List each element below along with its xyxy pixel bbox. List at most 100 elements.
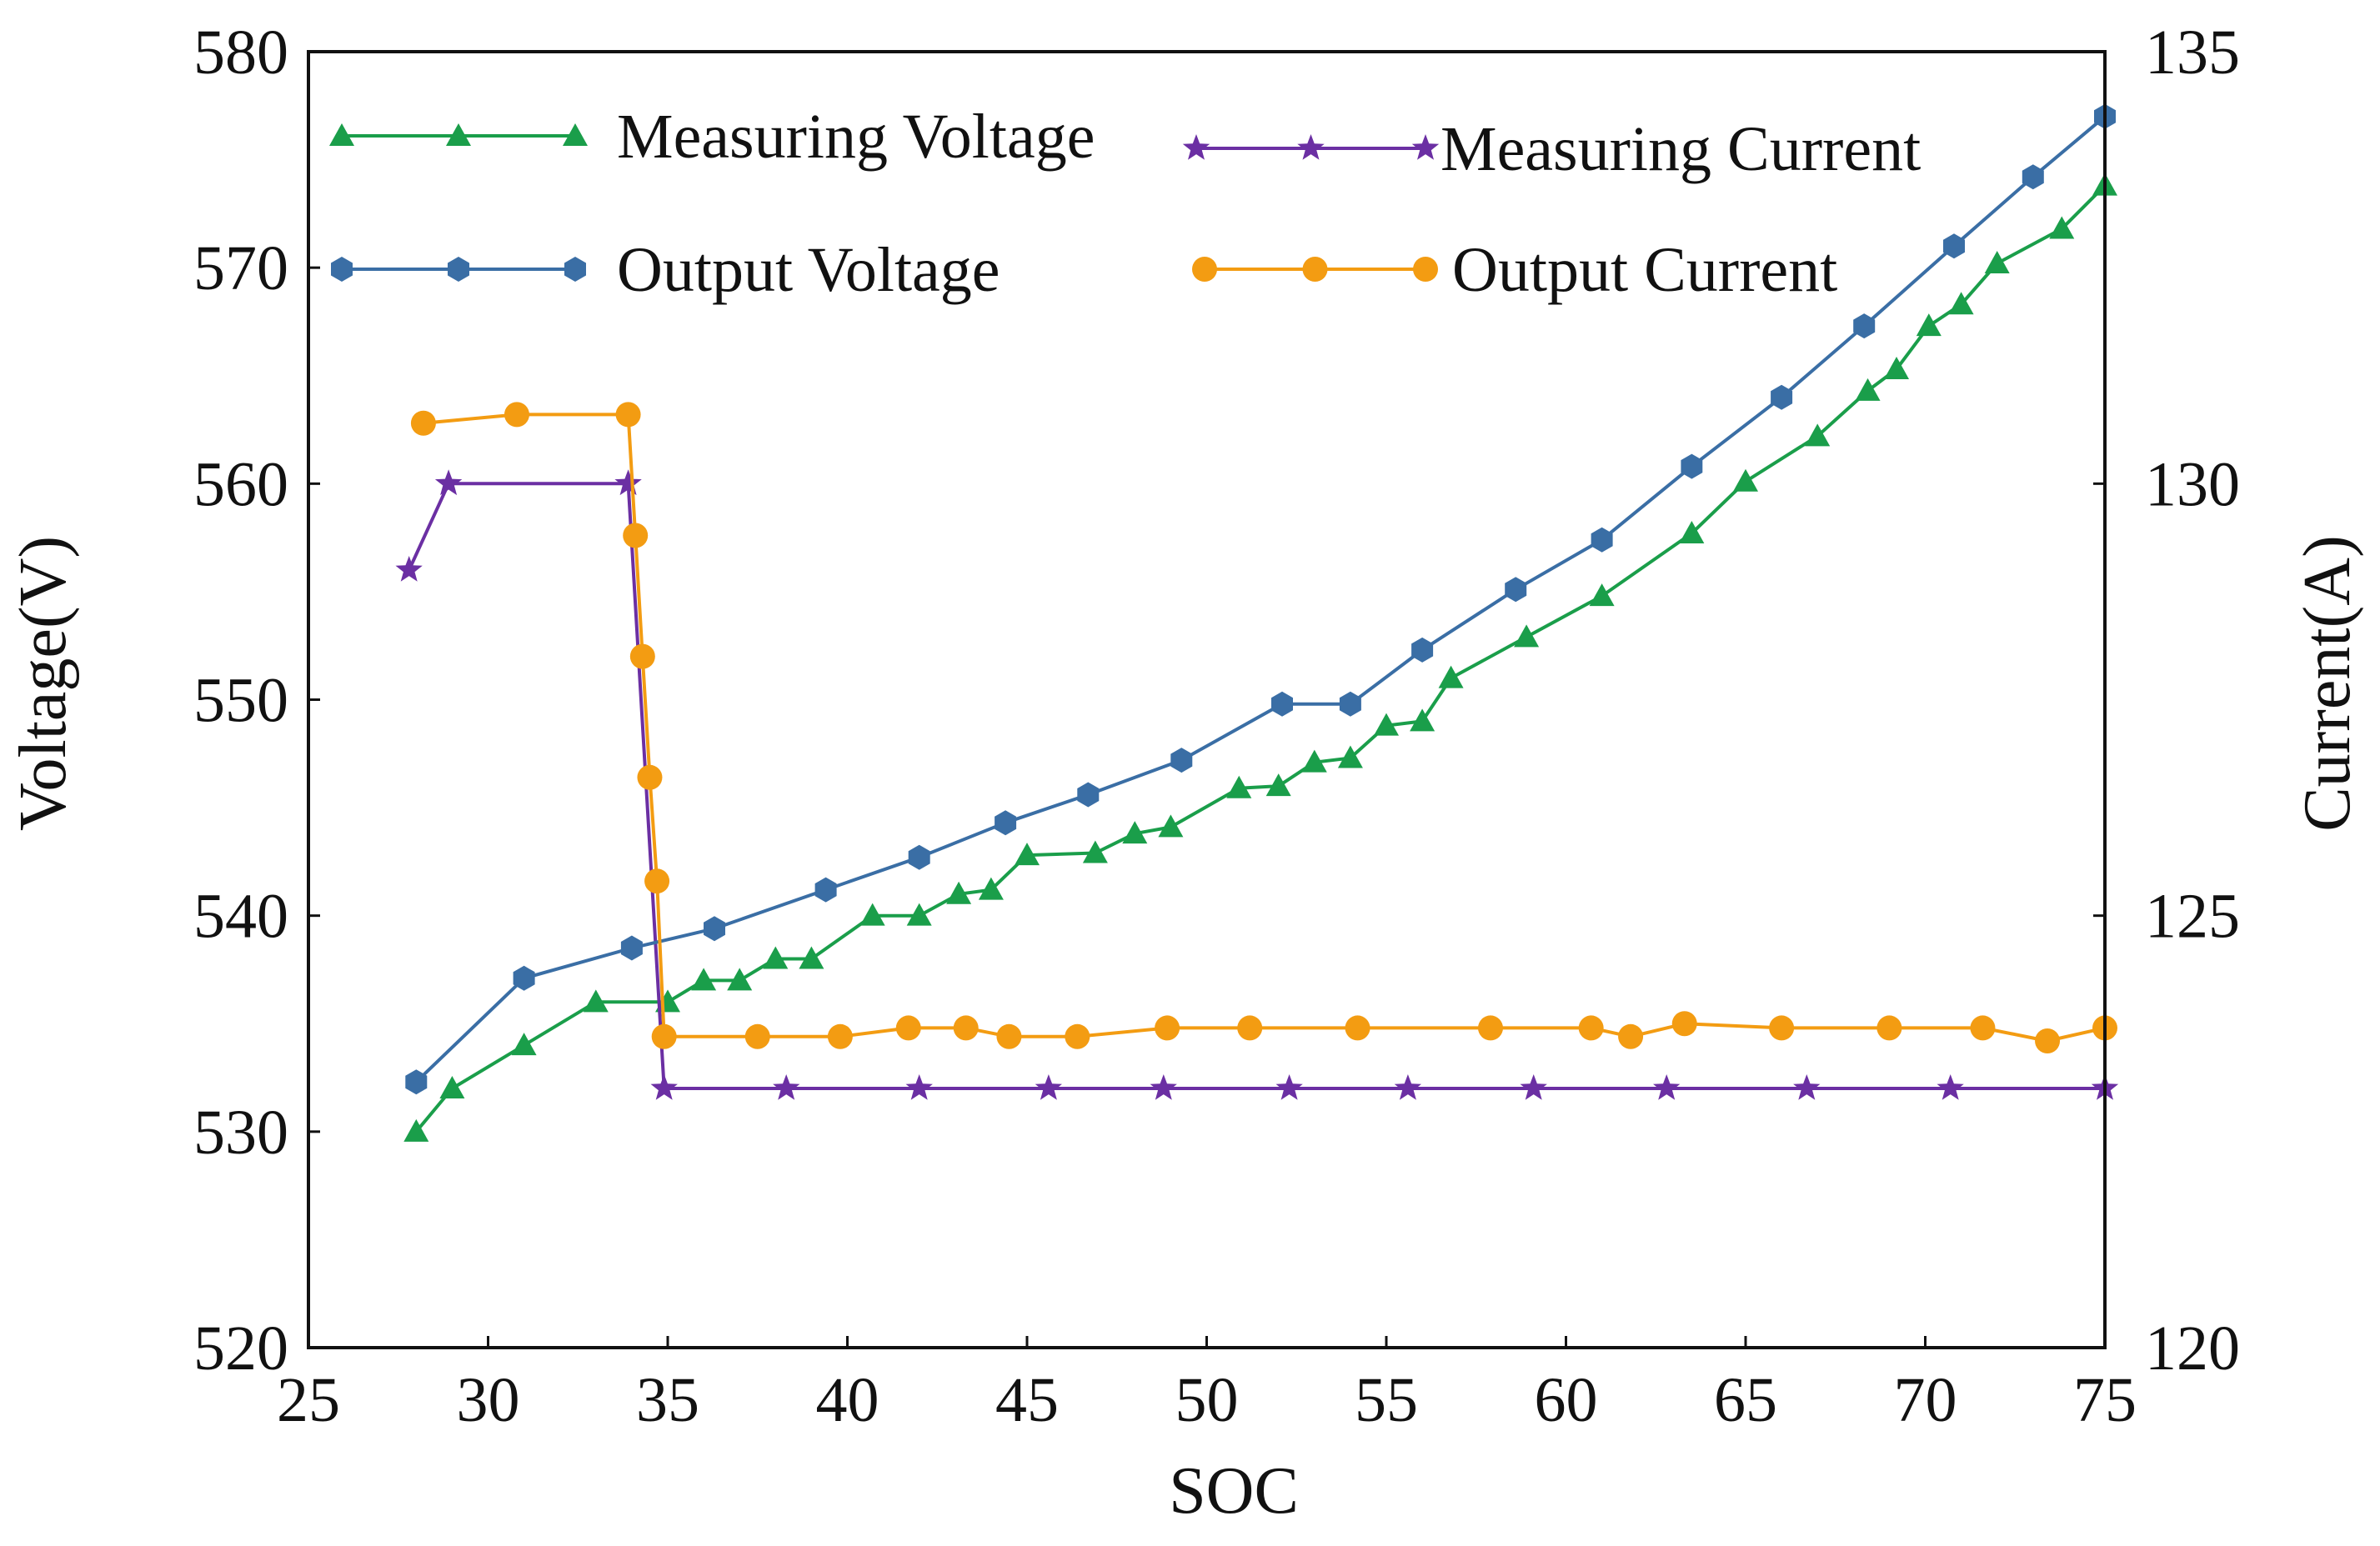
data-point — [953, 1015, 979, 1041]
data-point — [1394, 1074, 1421, 1100]
data-point — [895, 1015, 921, 1041]
data-point — [410, 410, 436, 436]
data-point — [644, 868, 670, 894]
x-tick-label: 35 — [636, 1365, 699, 1435]
legend-marker — [331, 257, 353, 282]
data-point — [691, 968, 717, 991]
data-point — [513, 965, 535, 991]
data-point — [799, 946, 824, 969]
data-point — [1653, 1074, 1681, 1100]
ticks-layer: 25 30 35 40 45 50 55 60 65 70 75 520 530 540 550 560 570… — [193, 18, 2240, 1435]
x-axis-title: SOC — [1169, 1454, 1299, 1528]
data-point — [1578, 1015, 1604, 1041]
y-tick-label: 540 — [193, 882, 288, 952]
data-point — [905, 1074, 933, 1100]
legend-marker — [1302, 257, 1328, 282]
data-point — [615, 402, 641, 428]
data-point — [1226, 775, 1252, 798]
legend-label: Output Voltage — [617, 235, 1000, 305]
data-point — [1520, 1074, 1547, 1100]
data-point — [1855, 378, 1881, 401]
series-line — [423, 413, 2106, 1043]
data-point — [1150, 1074, 1177, 1100]
data-point — [1984, 250, 2010, 273]
data-point — [744, 1023, 770, 1049]
y2-tick-label: 130 — [2145, 449, 2240, 519]
data-point — [1679, 520, 1705, 543]
data-point — [620, 935, 643, 961]
data-point — [814, 877, 837, 903]
data-point — [637, 764, 663, 790]
y-tick-label: 530 — [193, 1098, 288, 1168]
series-output-current — [410, 402, 2117, 1053]
data-point — [1065, 1023, 1090, 1049]
data-point — [1477, 1015, 1503, 1041]
data-point — [1374, 713, 1399, 736]
data-point — [651, 1023, 677, 1049]
data-point — [1591, 527, 1613, 553]
series-output-voltage — [405, 103, 2116, 1095]
data-point — [629, 643, 655, 669]
data-point — [583, 989, 609, 1013]
x-tick-label: 45 — [995, 1365, 1059, 1435]
data-point — [439, 1076, 465, 1098]
data-point — [1438, 665, 1464, 688]
y-tick-label: 550 — [193, 666, 288, 736]
legend-marker — [1411, 134, 1440, 160]
data-point — [1155, 1015, 1180, 1041]
legend-label: Measuring Voltage — [617, 102, 1095, 172]
data-point — [1170, 748, 1193, 773]
y-tick-label: 570 — [193, 233, 288, 303]
data-point — [511, 1033, 537, 1056]
data-point — [1505, 577, 1527, 603]
x-tick-label: 70 — [1894, 1365, 1957, 1435]
data-point — [1970, 1015, 1996, 1041]
data-point — [2022, 164, 2044, 190]
data-point — [1410, 708, 1436, 732]
series-measuring-current — [395, 469, 2119, 1100]
data-point — [946, 881, 972, 904]
data-point — [995, 810, 1017, 836]
x-tick-label: 25 — [277, 1365, 340, 1435]
data-point — [727, 968, 753, 991]
data-point — [1122, 821, 1148, 844]
legend-marker — [1182, 134, 1210, 160]
x-tick-label: 30 — [457, 1365, 520, 1435]
data-point — [650, 1074, 678, 1100]
plot-area-frame — [307, 50, 2107, 1349]
legend-marker — [1297, 134, 1325, 160]
data-point — [908, 844, 930, 870]
legend-marker — [329, 123, 354, 146]
data-point — [996, 1023, 1022, 1049]
data-point — [1035, 1074, 1062, 1100]
data-point — [1771, 384, 1793, 410]
legend-entry: Measuring Current — [1182, 114, 1921, 184]
legend-marker — [446, 123, 471, 146]
y2-tick-label: 125 — [2145, 882, 2240, 952]
data-point — [1271, 691, 1293, 717]
legend-marker — [448, 257, 469, 282]
data-point — [1265, 773, 1291, 797]
data-point — [1805, 423, 1831, 447]
data-point — [1082, 840, 1108, 863]
x-tick-label: 65 — [1714, 1365, 1777, 1435]
legend-entry: Measuring Voltage — [329, 102, 1095, 172]
data-point — [1948, 292, 1974, 315]
data-point — [859, 903, 885, 926]
y-tick-label: 520 — [193, 1313, 288, 1383]
data-point — [1339, 691, 1361, 717]
y2-tick-label: 120 — [2145, 1313, 2240, 1383]
data-point — [906, 903, 932, 926]
data-point — [1337, 745, 1363, 768]
data-point — [1411, 637, 1434, 663]
legend-marker — [563, 123, 588, 146]
data-point — [1733, 468, 1758, 492]
series-layer — [395, 103, 2119, 1142]
y-axis-title: Voltage(V) — [7, 536, 80, 831]
y2-tick-label: 135 — [2145, 18, 2240, 88]
legend-entry: Output Current — [1192, 235, 1837, 305]
data-point — [1916, 313, 1942, 337]
data-point — [1853, 313, 1876, 339]
data-point — [614, 469, 642, 496]
